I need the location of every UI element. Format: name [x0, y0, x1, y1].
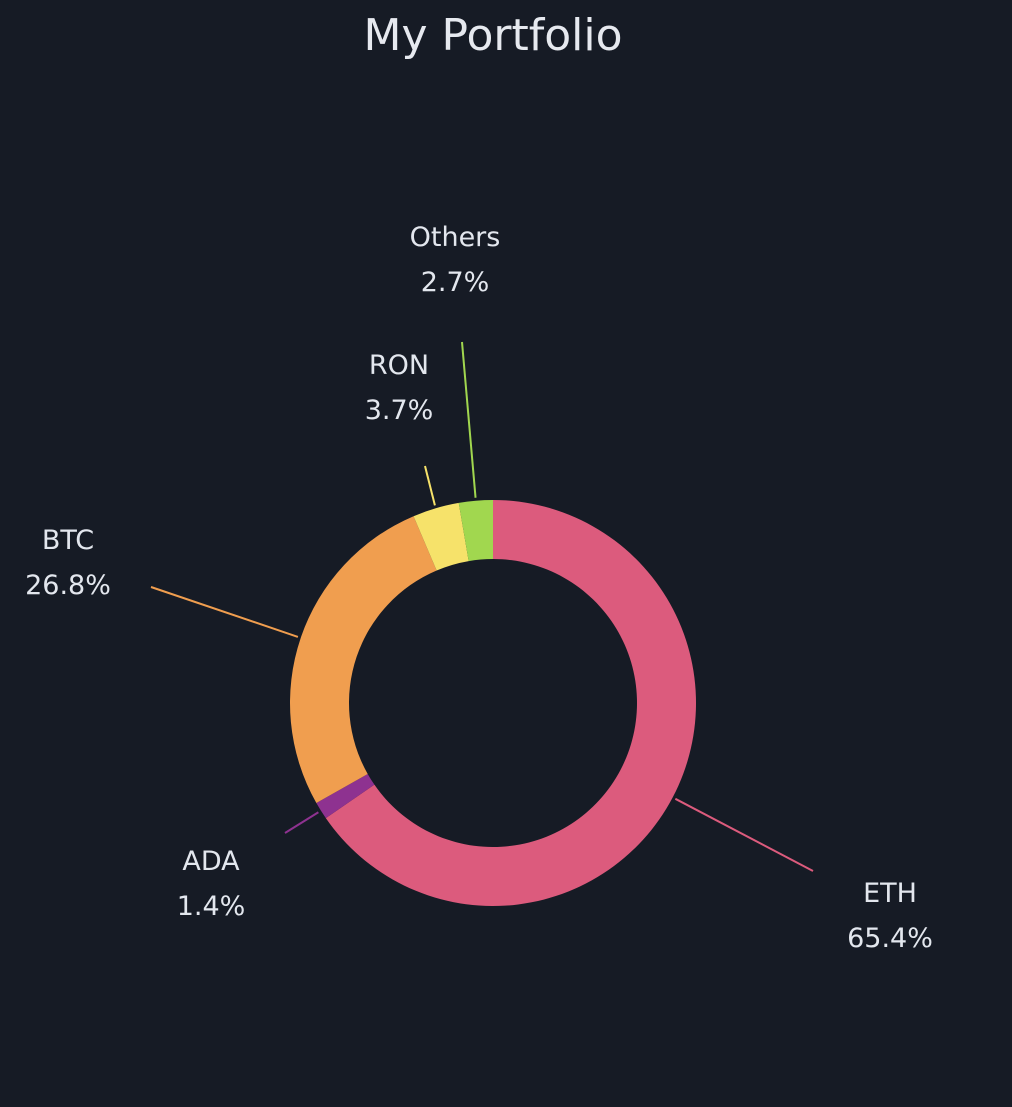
slice-others[interactable]	[458, 500, 493, 562]
leader-lines	[150, 341, 814, 872]
leader-line-ron	[424, 465, 436, 506]
slice-label-others: Others	[410, 222, 501, 253]
slice-ron[interactable]	[413, 502, 469, 571]
slice-percent-eth: 65.4%	[847, 923, 933, 954]
slice-percent-ron: 3.7%	[365, 395, 434, 426]
slice-btc[interactable]	[290, 516, 437, 804]
slice-percent-btc: 26.8%	[25, 570, 111, 601]
leader-line-others	[461, 341, 477, 498]
leader-line-ada	[284, 811, 319, 834]
slice-label-btc: BTC	[42, 525, 94, 556]
slice-ada[interactable]	[316, 773, 375, 819]
slice-percent-others: 2.7%	[421, 267, 490, 298]
donut-slices	[290, 500, 697, 906]
slice-label-eth: ETH	[863, 878, 917, 909]
chart-title: My Portfolio	[363, 10, 623, 61]
slice-eth[interactable]	[325, 500, 697, 906]
leader-line-eth	[674, 797, 814, 872]
slice-labels: ETH 65.4% ADA 1.4% BTC 26.8% RON 3.7% Others 2.7%	[25, 222, 933, 954]
leader-line-btc	[150, 586, 299, 638]
slice-percent-ada: 1.4%	[177, 891, 246, 922]
slice-label-ada: ADA	[182, 846, 240, 877]
slice-label-ron: RON	[369, 350, 429, 381]
